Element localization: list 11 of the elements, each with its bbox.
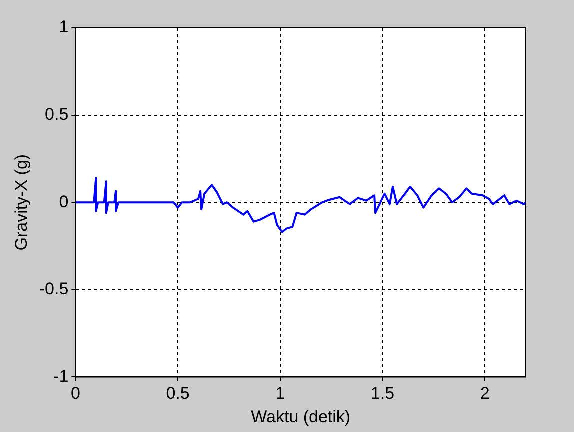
y-tick-label: -1 [54, 366, 69, 386]
x-tick-label: 2 [480, 384, 490, 404]
x-axis-title: Waktu (detik) [251, 407, 351, 426]
x-tick-label: 0.5 [166, 384, 190, 404]
y-tick-label: 0 [59, 192, 69, 212]
x-tick-label: 1.5 [370, 384, 395, 404]
x-tick-label: 1 [276, 384, 286, 404]
y-tick-label: 0.5 [45, 104, 69, 124]
y-tick-label: 1 [59, 18, 69, 37]
y-tick-label: -0.5 [39, 280, 69, 299]
y-axis-title: Gravity-X (g) [12, 154, 31, 251]
